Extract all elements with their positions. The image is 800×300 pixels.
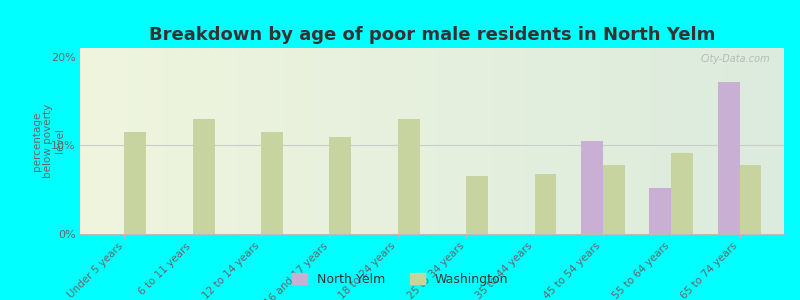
Bar bbox=[718, 82, 739, 234]
Y-axis label: percentage
below poverty
level: percentage below poverty level bbox=[32, 104, 65, 178]
Bar bbox=[193, 119, 214, 234]
Legend: North Yelm, Washington: North Yelm, Washington bbox=[286, 268, 514, 291]
Bar bbox=[466, 176, 488, 234]
Bar bbox=[261, 132, 283, 234]
Bar bbox=[330, 136, 351, 234]
Text: City-Data.com: City-Data.com bbox=[700, 54, 770, 64]
Bar bbox=[125, 132, 146, 234]
Bar bbox=[739, 165, 762, 234]
Bar bbox=[398, 119, 420, 234]
Bar bbox=[603, 165, 625, 234]
Bar bbox=[650, 188, 671, 234]
Bar bbox=[671, 152, 693, 234]
Bar bbox=[581, 141, 603, 234]
Title: Breakdown by age of poor male residents in North Yelm: Breakdown by age of poor male residents … bbox=[149, 26, 715, 44]
Bar bbox=[534, 174, 556, 234]
